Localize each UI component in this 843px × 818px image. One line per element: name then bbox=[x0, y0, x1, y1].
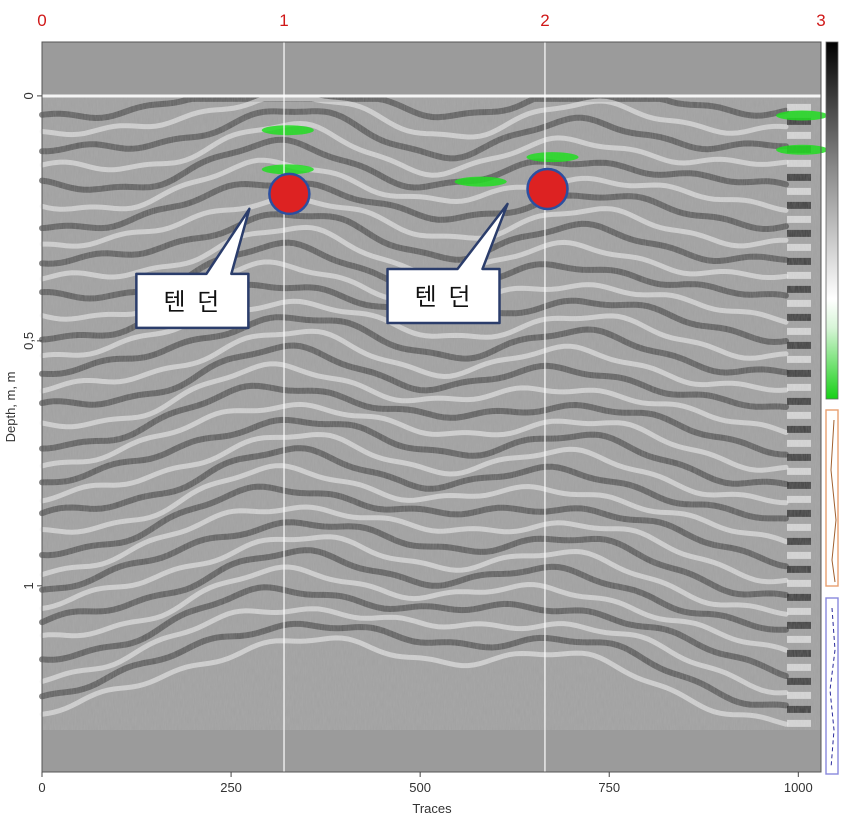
green-reflections bbox=[261, 110, 829, 187]
green-reflection bbox=[776, 110, 829, 121]
x-tick-label: 500 bbox=[409, 780, 431, 795]
target-circle bbox=[268, 172, 311, 216]
green-reflection bbox=[261, 125, 314, 136]
marker-label: 1 bbox=[279, 11, 288, 30]
y-axis-title: Depth, m, m bbox=[3, 372, 18, 443]
x-axis-title: Traces bbox=[412, 801, 452, 816]
y-tick-label: 0,5 bbox=[21, 332, 36, 350]
tendon-callout: 텐 던 bbox=[135, 172, 311, 330]
colorbar-panel-blue bbox=[825, 597, 839, 775]
marker-label: 0 bbox=[37, 11, 46, 30]
marker-lines bbox=[283, 42, 546, 772]
x-tick-label: 250 bbox=[220, 780, 242, 795]
green-reflection bbox=[526, 152, 579, 163]
marker-labels: 0 1 2 3 bbox=[37, 11, 825, 30]
plot-frame bbox=[41, 41, 822, 773]
y-axis-ticks: 00,51 bbox=[21, 92, 42, 589]
callout-box bbox=[386, 202, 509, 325]
y-tick-label: 0 bbox=[21, 92, 36, 99]
callout-label: 텐 던 bbox=[415, 283, 473, 311]
marker-label: 2 bbox=[540, 11, 549, 30]
target-circle bbox=[526, 167, 569, 211]
green-reflection bbox=[261, 164, 314, 175]
green-reflection bbox=[454, 176, 507, 187]
y-tick-label: 1 bbox=[21, 582, 36, 589]
colorbar-panel-orange bbox=[825, 409, 839, 587]
callout-box bbox=[135, 207, 251, 330]
callout-label: 텐 던 bbox=[163, 288, 221, 316]
colorbar bbox=[825, 41, 839, 400]
marker-label: 3 bbox=[816, 11, 825, 30]
noise-texture bbox=[42, 96, 821, 730]
x-axis-ticks: 0 250 500 750 1000 bbox=[38, 772, 813, 795]
x-tick-label: 1000 bbox=[784, 780, 813, 795]
x-tick-label: 0 bbox=[38, 780, 45, 795]
tendon-callout: 텐 던 bbox=[386, 167, 569, 325]
green-reflection bbox=[776, 144, 829, 155]
x-tick-label: 750 bbox=[598, 780, 620, 795]
